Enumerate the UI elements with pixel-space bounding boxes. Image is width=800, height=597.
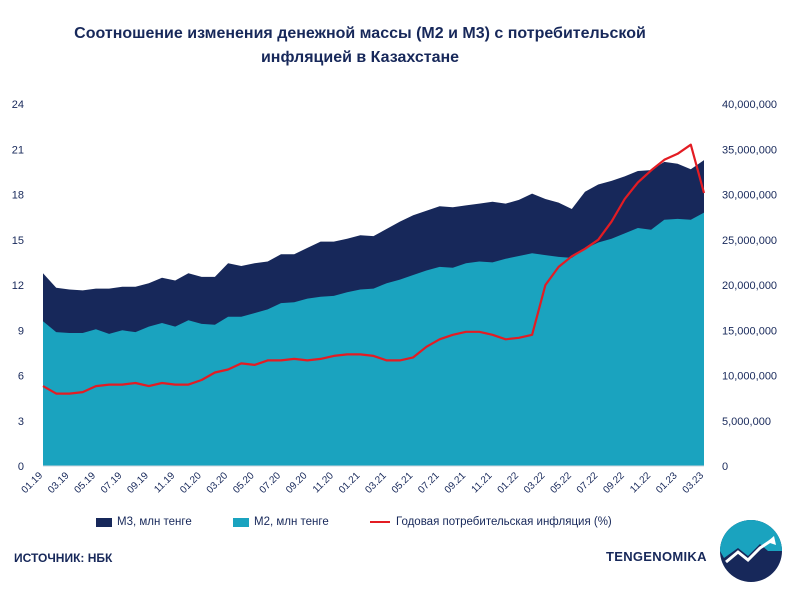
x-axis-tick-label: 09.21 [443, 470, 469, 496]
m2-area-series [43, 212, 704, 466]
x-axis-tick-label: 11.20 [311, 470, 336, 495]
x-axis-tick-label: 11.19 [152, 470, 177, 495]
legend-label-m2: М2, млн тенге [254, 516, 329, 528]
x-axis-ticks: 01.19 03.19 05.19 07.19 09.19 11.19 01.20 03.20… [20, 470, 707, 496]
x-axis-tick-label: 01.20 [178, 470, 204, 496]
x-axis-tick-label: 07.19 [99, 470, 125, 496]
x-axis-tick-label: 09.20 [284, 470, 310, 496]
right-axis-tick-label: 20,000,000 [722, 280, 777, 292]
x-axis-tick-label: 07.20 [258, 470, 284, 496]
legend-swatch-m2 [233, 517, 249, 527]
legend: М3, млн тенге М2, млн тенге Годовая потр… [0, 516, 800, 536]
money-supply-inflation-chart: 0 3 6 9 12 15 18 21 24 0 5,000,000 10,000,000 15,00… [12, 99, 777, 496]
legend-item-m3: М3, млн тенге [96, 516, 192, 528]
x-axis-tick-label: 07.21 [416, 470, 442, 496]
legend-item-inflation: Годовая потребительская инфляция (%) [370, 516, 612, 528]
x-axis-tick-label: 03.23 [681, 470, 707, 496]
tengenomika-logo-icon [720, 520, 782, 582]
left-axis-tick-label: 0 [18, 461, 24, 473]
brand-name: TENGENOMIKA [606, 549, 707, 564]
left-axis-tick-label: 12 [12, 280, 24, 292]
legend-item-m2: М2, млн тенге [233, 516, 329, 528]
x-axis-tick-label: 03.20 [205, 470, 231, 496]
right-axis-tick-label: 15,000,000 [722, 325, 777, 337]
x-axis-tick-label: 05.19 [73, 470, 99, 496]
right-axis-tick-label: 10,000,000 [722, 371, 777, 383]
chart-title-line-2: инфляцией в Казахстане [260, 49, 460, 66]
legend-label-m3: М3, млн тенге [117, 516, 192, 528]
legend-label-inflation: Годовая потребительская инфляция (%) [396, 516, 612, 528]
left-axis-tick-label: 15 [12, 235, 24, 247]
x-axis-tick-label: 03.19 [46, 470, 72, 496]
left-axis-tick-label: 6 [18, 371, 24, 383]
x-axis-tick-label: 05.21 [390, 470, 416, 496]
x-axis-tick-label: 09.22 [601, 470, 627, 496]
right-axis-tick-label: 5,000,000 [722, 416, 771, 428]
legend-swatch-m3 [96, 517, 112, 527]
x-axis-tick-label: 09.19 [125, 470, 151, 496]
x-axis-tick-label: 05.20 [231, 470, 257, 496]
left-axis-tick-label: 3 [18, 416, 24, 428]
right-axis-tick-label: 40,000,000 [722, 99, 777, 111]
x-axis-tick-label: 05.22 [548, 470, 574, 496]
left-axis-tick-label: 9 [18, 325, 24, 337]
chart-title-line-1: Соотношение изменения денежной массы (М2… [74, 25, 646, 42]
source-note: ИСТОЧНИК: НБК [14, 551, 113, 565]
right-axis-tick-label: 25,000,000 [722, 235, 777, 247]
x-axis-tick-label: 07.22 [575, 470, 601, 496]
inflation-line-series [42, 143, 706, 395]
x-axis-tick-label: 03.22 [522, 470, 548, 496]
legend-swatch-inflation [370, 521, 390, 523]
left-axis-tick-label: 18 [12, 190, 24, 202]
x-axis-tick-label: 11.21 [470, 470, 495, 495]
left-axis-ticks: 0 3 6 9 12 15 18 21 24 [12, 99, 24, 473]
left-axis-tick-label: 24 [12, 99, 24, 111]
x-axis-tick-label: 01.19 [20, 470, 46, 496]
right-axis-tick-label: 0 [722, 461, 728, 473]
x-axis-tick-label: 01.22 [496, 470, 522, 496]
x-axis-tick-label: 11.22 [628, 470, 653, 495]
right-axis-tick-label: 30,000,000 [722, 190, 777, 202]
right-axis-ticks: 0 5,000,000 10,000,000 15,000,000 20,000,000… [722, 99, 777, 473]
right-axis-tick-label: 35,000,000 [722, 144, 777, 156]
x-axis-tick-label: 01.23 [654, 470, 680, 496]
x-axis-tick-label: 03.21 [363, 470, 389, 496]
left-axis-tick-label: 21 [12, 144, 24, 156]
x-axis-tick-label: 01.21 [337, 470, 363, 496]
